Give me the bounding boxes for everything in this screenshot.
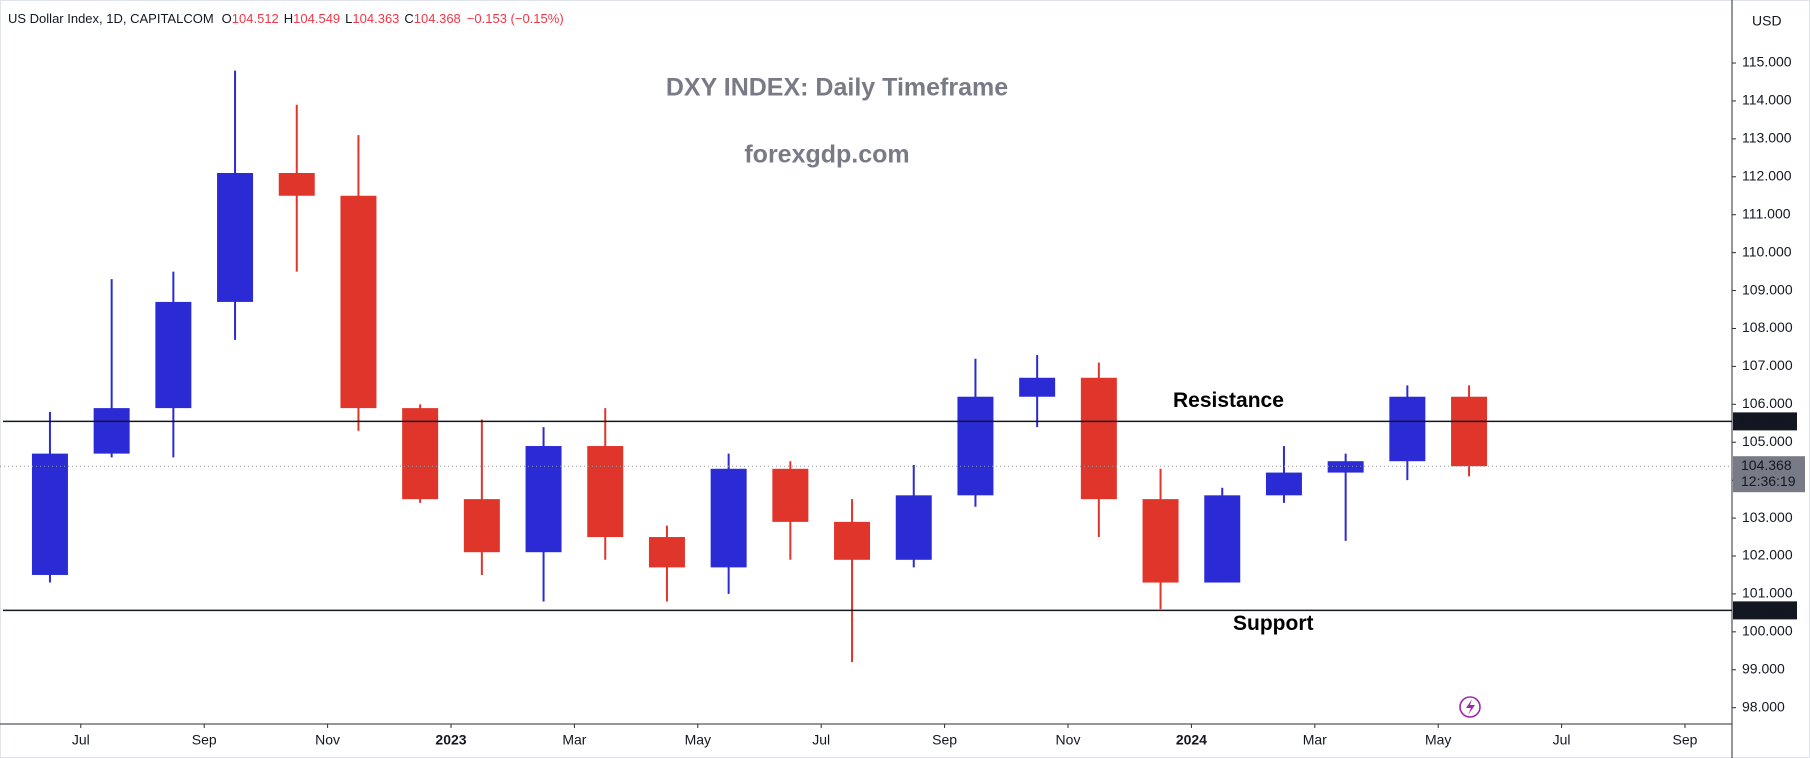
x-tick-label: Jul: [72, 732, 90, 748]
quote-value: 104.549: [293, 11, 340, 26]
bar-countdown: 12:36:19: [1741, 473, 1796, 489]
level-name: Resistance: [1173, 389, 1284, 412]
candle-body: [463, 499, 500, 553]
y-tick-label: 107.000: [1742, 357, 1793, 373]
candle-body: [278, 172, 315, 196]
last-price-box: [1733, 456, 1805, 493]
candle-body: [710, 468, 747, 568]
x-tick-label: Mar: [1303, 732, 1327, 748]
candle-body: [525, 446, 562, 553]
y-tick-label: 114.000: [1742, 92, 1792, 108]
quote-change: −0.153 (−0.15%): [467, 11, 564, 26]
candle-body: [1019, 377, 1056, 397]
replay-icon[interactable]: [1459, 696, 1481, 718]
candle-body: [155, 301, 192, 409]
chart-title: DXY INDEX: Daily Timeframe: [666, 74, 1008, 102]
candle-body: [402, 408, 439, 500]
y-tick-label: 106.000: [1742, 395, 1793, 411]
x-tick-label: May: [1425, 732, 1451, 748]
candle-body: [1142, 499, 1179, 583]
candle-body: [1327, 461, 1364, 473]
y-tick-label: 108.000: [1742, 319, 1793, 335]
y-tick-label: 105.000: [1742, 433, 1793, 449]
quote-key: H: [284, 11, 293, 26]
y-tick-label: 102.000: [1742, 547, 1793, 563]
y-tick-label: 101.000: [1742, 585, 1793, 601]
x-tick-label: Nov: [315, 732, 340, 748]
candle-body: [957, 396, 994, 496]
quote-value: 104.363: [352, 11, 399, 26]
quote-key: L: [345, 11, 352, 26]
symbol-header: US Dollar Index, 1D, CAPITALCOM O104.512 H…: [8, 11, 564, 26]
candle-body: [1204, 495, 1241, 583]
x-tick-label: Sep: [192, 732, 217, 748]
candle-body: [1451, 396, 1488, 467]
level-price-label: 105.550: [1738, 412, 1789, 428]
x-tick-label: 2023: [435, 732, 466, 748]
candle-body: [834, 521, 871, 560]
y-tick-label: 112.000: [1742, 167, 1792, 183]
x-tick-label: Jul: [1553, 732, 1571, 748]
quote-key: C: [404, 11, 413, 26]
x-tick-label: Mar: [562, 732, 586, 748]
candle-body: [1080, 377, 1117, 500]
x-tick-label: Sep: [932, 732, 957, 748]
candle-body: [648, 537, 685, 568]
level-price-box: [1733, 601, 1797, 620]
currency: USD: [1752, 13, 1782, 29]
y-tick-label: 103.000: [1742, 509, 1793, 525]
y-tick-label: 111.000: [1742, 205, 1791, 221]
quote-key: O: [222, 11, 232, 26]
y-tick-label: 99.000: [1742, 660, 1785, 676]
y-tick-label: 110.000: [1742, 243, 1792, 259]
x-tick-label: Sep: [1673, 732, 1698, 748]
candle-body: [340, 195, 377, 409]
x-tick-label: Nov: [1056, 732, 1081, 748]
candle-body: [895, 495, 932, 560]
x-tick-label: Jul: [812, 732, 830, 748]
candle-body: [772, 468, 809, 522]
chart-subtitle: forexgdp.com: [744, 141, 909, 169]
candle-body: [1265, 472, 1302, 496]
y-tick-label: 113.000: [1742, 130, 1792, 146]
quote-value: 104.368: [414, 11, 461, 26]
candle-body: [31, 453, 68, 575]
y-tick-label: 109.000: [1742, 281, 1793, 297]
last-price-label: 104.368: [1741, 457, 1792, 473]
quote-value: 104.512: [232, 11, 279, 26]
level-name: Support: [1233, 612, 1313, 635]
candle-body: [1389, 396, 1426, 462]
candle-body: [93, 408, 130, 454]
level-price-box: [1733, 412, 1797, 431]
level-price-label: 100.566: [1738, 601, 1789, 617]
symbol-name: US Dollar Index, 1D, CAPITALCOM: [8, 11, 214, 26]
y-tick-label: 100.000: [1742, 623, 1793, 639]
x-tick-label: 2024: [1176, 732, 1207, 748]
y-tick-label: 115.000: [1742, 54, 1792, 70]
y-tick-label: 98.000: [1742, 698, 1785, 714]
x-tick-label: May: [685, 732, 711, 748]
candle-body: [217, 172, 254, 302]
candle-body: [587, 446, 624, 538]
